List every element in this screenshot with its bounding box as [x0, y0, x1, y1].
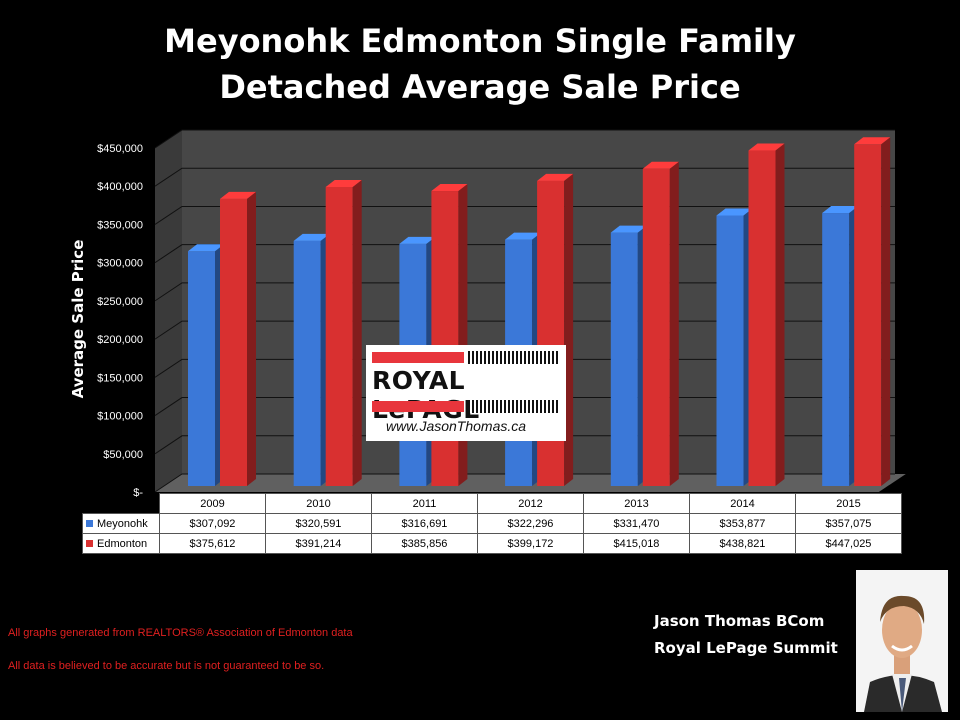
- x-tick-label: 2012: [477, 493, 584, 514]
- bar-top: [610, 225, 647, 233]
- data-label: $320,591: [265, 513, 372, 534]
- logo-brand-text: ROYAL LePAGE: [372, 366, 480, 424]
- chart-title-line-1: Meyonohk Edmonton Single Family: [164, 22, 796, 60]
- bar-top: [642, 161, 679, 169]
- legend-swatch-edmonton: [86, 540, 93, 548]
- logo-barcode-top: [468, 351, 560, 364]
- bar-meyonohk-2015: [822, 213, 850, 486]
- y-tick-label: $150,000: [97, 372, 143, 384]
- bar-edmonton-2010: [325, 186, 353, 486]
- bar-side: [247, 191, 256, 487]
- bar-top: [431, 184, 468, 192]
- legend-entry-edmonton: Edmonton: [82, 533, 160, 554]
- data-table-header-row: 2009 2010 2011 2012 2013 2014 2015: [83, 493, 902, 514]
- bar-edmonton-2015: [854, 144, 882, 486]
- data-table-row-meyonohk: Meyonohk $307,092 $320,591 $316,691 $322…: [82, 513, 902, 534]
- logo-red-bar-top: [372, 352, 464, 363]
- bar-top: [748, 143, 785, 151]
- bar-top: [220, 191, 256, 199]
- bar-top: [505, 232, 542, 240]
- bar-side: [352, 179, 362, 486]
- bar-meyonohk-2009: [188, 251, 215, 486]
- data-label: $415,018: [583, 533, 690, 554]
- agent-company: Royal LePage Summit: [654, 639, 838, 657]
- bar-meyonohk-2014: [716, 215, 744, 486]
- gridline: [154, 129, 895, 149]
- legend-label: Edmonton: [97, 537, 148, 550]
- x-tick-label: 2011: [371, 493, 478, 514]
- bar-top: [854, 137, 891, 145]
- logo-red-bar-bottom: [372, 401, 464, 412]
- y-tick-label: $450,000: [97, 143, 143, 155]
- y-tick-label: $250,000: [97, 296, 143, 308]
- bar-edmonton-2013: [642, 168, 670, 486]
- y-tick-label: $-: [133, 487, 143, 499]
- logo-website-url: www.JasonThomas.ca: [386, 418, 527, 434]
- bar-top: [293, 233, 330, 241]
- data-label: $353,877: [689, 513, 796, 534]
- data-table-corner: [83, 494, 160, 514]
- data-label: $375,612: [159, 533, 266, 554]
- royal-lepage-logo: ROYAL LePAGE www.JasonThomas.ca: [366, 345, 566, 441]
- data-label: $322,296: [477, 513, 584, 534]
- data-label: $447,025: [795, 533, 902, 554]
- data-label: $438,821: [689, 533, 796, 554]
- bar-top: [325, 179, 362, 187]
- bar-side: [564, 173, 574, 487]
- agent-name: Jason Thomas BCom: [654, 612, 825, 630]
- bar-top: [188, 244, 224, 252]
- y-tick-label: $50,000: [103, 449, 143, 461]
- x-tick-label: 2015: [795, 493, 902, 514]
- data-table-row-edmonton: Edmonton $375,612 $391,214 $385,856 $399…: [82, 533, 902, 554]
- footnote-disclaimer: All data is believed to be accurate but …: [8, 660, 325, 672]
- bar-edmonton-2014: [748, 150, 776, 487]
- bar-meyonohk-2010: [293, 240, 321, 486]
- bar-side: [881, 137, 891, 486]
- bar-top: [537, 173, 574, 181]
- footnote-source: All graphs generated from REALTORS® Asso…: [8, 627, 353, 639]
- data-table: 2009 2010 2011 2012 2013 2014 2015 Meyon…: [82, 493, 902, 554]
- data-label: $385,856: [371, 533, 478, 554]
- y-tick-label: $350,000: [97, 219, 143, 231]
- chart-title-line-2: Detached Average Sale Price: [219, 68, 741, 106]
- data-label: $331,470: [583, 513, 690, 534]
- bar-top: [399, 236, 436, 244]
- bar-meyonohk-2013: [610, 232, 638, 486]
- legend-swatch-meyonohk: [86, 520, 93, 528]
- x-tick-label: 2014: [689, 493, 796, 514]
- data-label: $357,075: [795, 513, 902, 534]
- y-tick-label: $300,000: [97, 258, 143, 270]
- agent-portrait-icon: [856, 570, 948, 712]
- agent-photo: [856, 570, 948, 712]
- bar-edmonton-2009: [220, 198, 247, 487]
- y-tick-label: $400,000: [97, 181, 143, 193]
- legend-entry-meyonohk: Meyonohk: [82, 513, 160, 534]
- plot-side-wall: [155, 130, 182, 492]
- bar-side: [775, 143, 785, 487]
- x-tick-label: 2013: [583, 493, 690, 514]
- bar-top: [822, 206, 859, 214]
- y-tick-label: $100,000: [97, 411, 143, 423]
- y-tick-label: $200,000: [97, 334, 143, 346]
- data-label: $316,691: [371, 513, 478, 534]
- legend-label: Meyonohk: [97, 517, 148, 530]
- data-label: $307,092: [159, 513, 266, 534]
- bar-edmonton-2011: [431, 191, 459, 486]
- data-label: $399,172: [477, 533, 584, 554]
- x-tick-label: 2009: [159, 493, 266, 514]
- chart-title: Meyonohk Edmonton Single Family Detached…: [0, 18, 960, 110]
- logo-barcode-bottom: [468, 400, 560, 413]
- x-tick-label: 2010: [265, 493, 372, 514]
- bar-top: [716, 208, 753, 216]
- bar-side: [669, 161, 679, 486]
- data-label: $391,214: [265, 533, 372, 554]
